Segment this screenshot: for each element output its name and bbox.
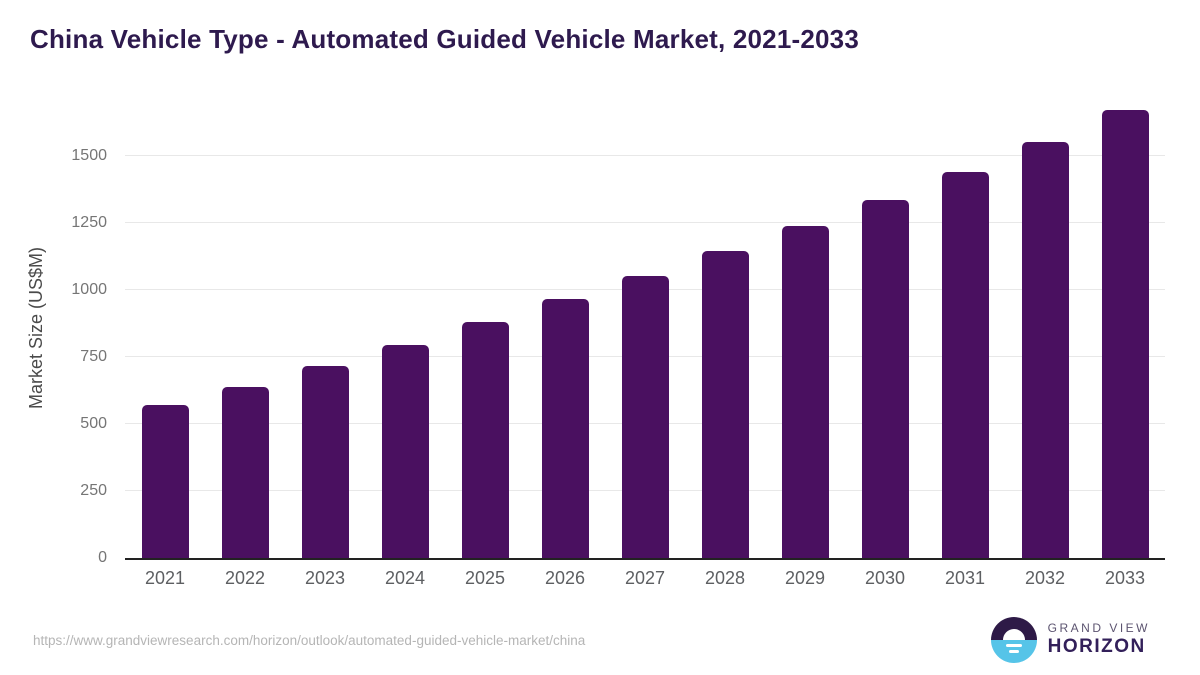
bar-column-2031 xyxy=(925,98,1005,558)
gridline-1500 xyxy=(125,155,1165,157)
bar-column-2030 xyxy=(845,98,925,558)
x-axis-label-2031: 2031 xyxy=(944,568,986,588)
y-tick-label-500: 500 xyxy=(80,415,107,433)
bar-column-2029 xyxy=(765,98,845,558)
y-tick-label-250: 250 xyxy=(80,482,107,500)
logo-text-horizon: HORIZON xyxy=(1047,635,1146,657)
bars-row xyxy=(125,98,1165,558)
y-axis-title: Market Size (US$M) xyxy=(26,246,46,410)
x-axis-label-2028: 2028 xyxy=(704,568,746,588)
x-axis-label-2030: 2030 xyxy=(864,568,906,588)
logo-ripple-line xyxy=(1005,644,1022,647)
bar-2023 xyxy=(301,366,349,558)
x-axis-label-2032: 2032 xyxy=(1024,568,1066,588)
bar-column-2028 xyxy=(685,98,765,558)
x-axis-label-2025: 2025 xyxy=(464,568,506,588)
bar-2028 xyxy=(701,251,749,558)
x-axis-label-2026: 2026 xyxy=(544,568,586,588)
bar-2031 xyxy=(941,172,989,558)
logo-sky-half xyxy=(990,617,1037,640)
bar-2030 xyxy=(861,200,909,558)
gridline-1250 xyxy=(125,222,1165,224)
bar-chart-plot-area: 0 250 500 750 1000 1250 1500 xyxy=(71,98,1165,566)
x-axis-label-2023: 2023 xyxy=(304,568,346,588)
sun-over-horizon-icon xyxy=(990,617,1037,663)
y-axis-title-wrap: Market Size (US$M) xyxy=(26,98,47,558)
bar-2032 xyxy=(1021,142,1069,558)
logo-sun-shape xyxy=(1002,629,1025,640)
logo-text-grand-view: GRAND VIEW xyxy=(1047,621,1150,636)
x-axis-label-2021: 2021 xyxy=(144,568,186,588)
x-axis-label-2033: 2033 xyxy=(1104,568,1146,588)
bar-column-2025 xyxy=(445,98,525,558)
y-tick-label-1000: 1000 xyxy=(71,281,107,299)
x-axis-label-2027: 2027 xyxy=(624,568,666,588)
bar-column-2022 xyxy=(205,98,285,558)
bar-2026 xyxy=(541,299,589,558)
bar-column-2023 xyxy=(285,98,365,558)
grand-view-horizon-logo: GRAND VIEW HORIZON xyxy=(990,617,1150,663)
bar-2022 xyxy=(221,386,269,558)
x-axis-labels: 2021 2022 2023 2024 2025 2026 2027 2028 2029 2030… xyxy=(125,568,1165,589)
bar-2021 xyxy=(141,405,189,558)
bar-2029 xyxy=(781,225,829,558)
y-tick-label-1250: 1250 xyxy=(71,214,107,232)
y-tick-label-1500: 1500 xyxy=(71,147,107,165)
x-axis-label-2022: 2022 xyxy=(224,568,266,588)
y-tick-label-0: 0 xyxy=(98,549,107,566)
y-tick-label-750: 750 xyxy=(80,348,107,366)
bar-column-2027 xyxy=(605,98,685,558)
bar-column-2021 xyxy=(125,98,205,558)
bar-column-2033 xyxy=(1085,98,1165,558)
x-axis-label-2024: 2024 xyxy=(384,568,426,588)
logo-text: GRAND VIEW HORIZON xyxy=(1047,621,1150,658)
page-title: China Vehicle Type - Automated Guided Ve… xyxy=(30,24,859,54)
logo-ripple-line xyxy=(1008,650,1019,653)
x-axis-label-2029: 2029 xyxy=(784,568,826,588)
bar-column-2024 xyxy=(365,98,445,558)
bar-2025 xyxy=(461,322,509,558)
source-url: https://www.grandviewresearch.com/horizo… xyxy=(33,633,586,648)
bar-2033 xyxy=(1101,110,1149,558)
bar-2024 xyxy=(381,345,429,558)
bar-column-2032 xyxy=(1005,98,1085,558)
bar-2027 xyxy=(621,276,669,558)
bar-column-2026 xyxy=(525,98,605,558)
